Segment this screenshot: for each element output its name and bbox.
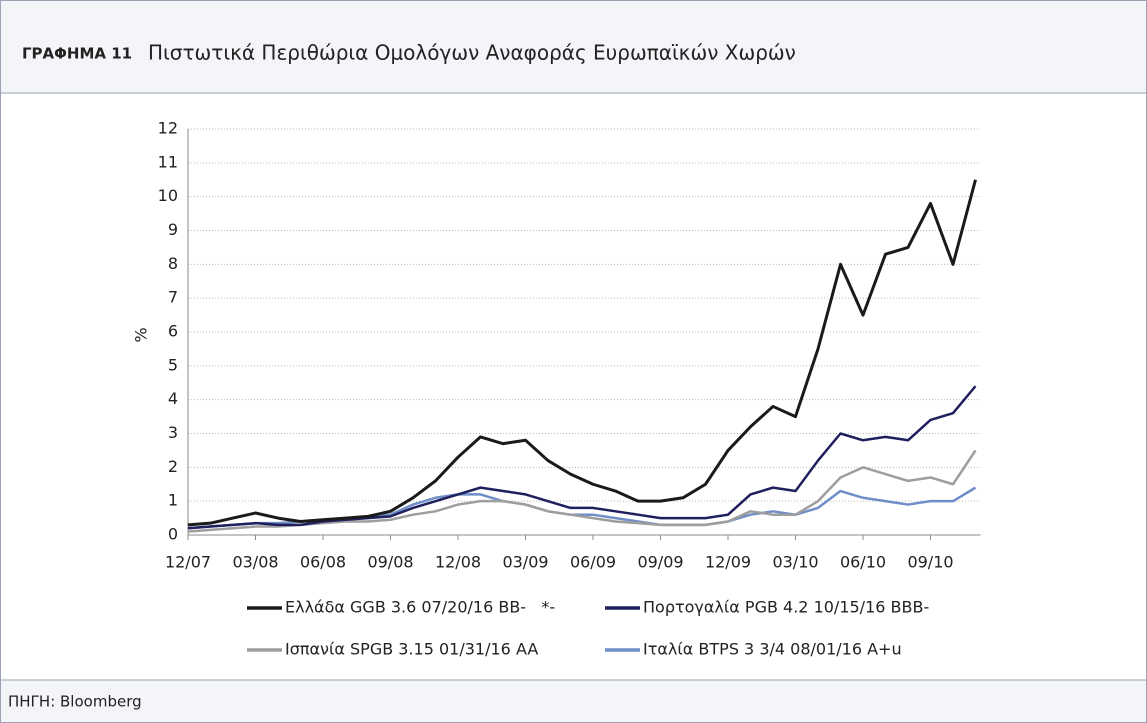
series-line xyxy=(187,449,977,533)
y-tick-label: 9 xyxy=(168,220,178,239)
x-tick-label: 06/10 xyxy=(840,553,886,572)
y-tick-label: 5 xyxy=(168,355,178,374)
x-tick-label: 12/07 xyxy=(165,553,211,572)
y-tick-label: 11 xyxy=(158,152,178,171)
y-tick-label: 1 xyxy=(168,491,178,510)
y-tick-label: 8 xyxy=(168,254,178,273)
y-tick-label: 0 xyxy=(168,525,178,544)
x-tick-label: 03/09 xyxy=(502,553,548,572)
x-tick-label: 03/08 xyxy=(232,553,278,572)
x-tick-label: 09/10 xyxy=(907,553,953,572)
x-tick-label: 06/08 xyxy=(300,553,346,572)
legend-label: Ελλάδα GGB 3.6 07/20/16 BB- *- xyxy=(285,598,555,617)
y-tick-label: 7 xyxy=(168,288,178,307)
legend-label: Ισπανία SPGB 3.15 01/31/16 AA xyxy=(285,640,538,659)
series-line xyxy=(187,179,977,527)
y-tick-label: 3 xyxy=(168,423,178,442)
chart-label: ΓΡΑΦΗΜΑ 11 xyxy=(22,45,132,63)
legend-label: Ιταλία BTPS 3 3/4 08/01/16 A+u xyxy=(643,640,902,659)
x-tick-label: 09/08 xyxy=(367,553,413,572)
x-tick-label: 09/09 xyxy=(637,553,683,572)
header-band xyxy=(1,1,1146,93)
y-tick-label: 12 xyxy=(158,119,178,138)
x-tick-label: 03/10 xyxy=(772,553,818,572)
y-tick-label: 10 xyxy=(158,186,178,205)
x-tick-label: 06/09 xyxy=(570,553,616,572)
x-tick-label: 12/09 xyxy=(705,553,751,572)
y-tick-label: 2 xyxy=(168,457,178,476)
footer-band xyxy=(1,680,1146,722)
y-tick-label: 4 xyxy=(168,389,178,408)
y-axis-label: % xyxy=(132,327,151,342)
x-tick-label: 12/08 xyxy=(435,553,481,572)
series-line xyxy=(187,385,977,530)
y-tick-label: 6 xyxy=(168,322,178,341)
chart-title: Πιστωτικά Περιθώρια Ομολόγων Αναφοράς Ευ… xyxy=(148,41,796,65)
source: ΠΗΓΗ: Bloomberg xyxy=(8,693,142,711)
legend-label: Πορτογαλία PGB 4.2 10/15/16 BBB- xyxy=(643,598,929,617)
